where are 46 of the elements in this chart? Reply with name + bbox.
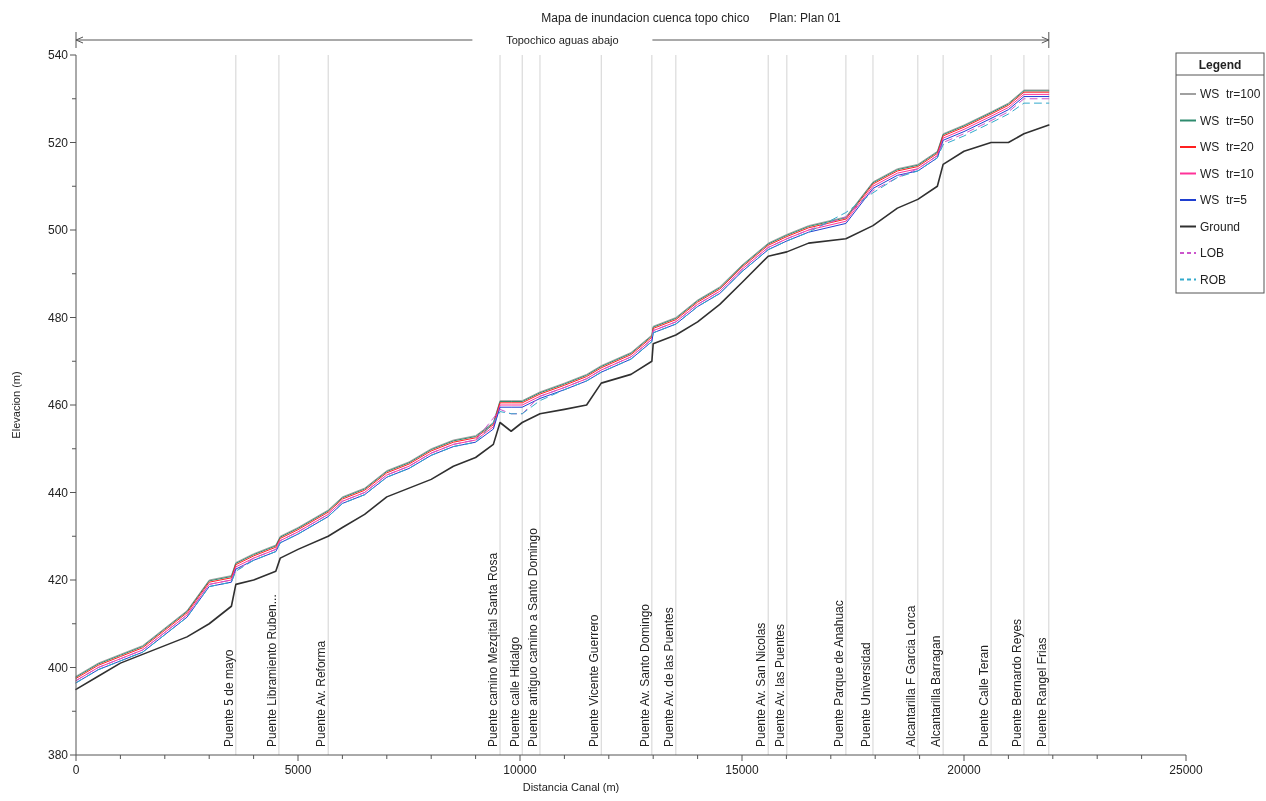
- x-tick-label: 25000: [1169, 763, 1204, 777]
- x-tick-label: 5000: [284, 763, 312, 777]
- x-tick-label: 20000: [947, 763, 982, 777]
- ref-line-label: Puente Av. Reforma: [314, 640, 329, 747]
- legend-label: WS tr=5: [1200, 193, 1248, 207]
- legend-label: WS tr=20: [1200, 140, 1255, 154]
- ref-line-label: Alcantarilla Barragan: [929, 635, 944, 747]
- legend-label: Ground: [1200, 219, 1241, 234]
- legend-label: LOB: [1200, 246, 1225, 260]
- x-tick-label: 10000: [503, 763, 538, 777]
- y-tick-label: 440: [47, 485, 69, 500]
- ref-line-label: Puente antiguo camino a Santo Domingo: [525, 527, 540, 747]
- ref-line-label: Puente camino Mezqital Santa Rosa: [486, 552, 501, 747]
- ref-line-label: Puente Av. San Nicolas: [754, 622, 769, 747]
- x-tick-label: 0: [72, 763, 80, 777]
- y-tick-label: 460: [47, 398, 69, 412]
- ref-line-label: Alcantarilla F Garcia Lorca: [903, 605, 918, 747]
- y-tick-label: 480: [47, 310, 69, 325]
- legend-title: Legend: [1198, 58, 1242, 72]
- ref-line-label: Puente Calle Teran: [977, 645, 992, 747]
- legend-label: WS tr=10: [1200, 166, 1255, 181]
- ref-line-label: Puente Av. las Puentes: [772, 624, 787, 747]
- ref-line-label: Puente Av. Santo Domingo: [637, 603, 652, 747]
- x-axis-title: Distancia Canal (m): [522, 781, 620, 793]
- legend-label: ROB: [1200, 272, 1227, 287]
- legend-label: WS tr=100: [1200, 87, 1261, 101]
- ref-line-label: Puente calle Hidalgo: [508, 636, 523, 747]
- ref-line-label: Puente Libramiento Ruben...: [264, 594, 279, 747]
- y-tick-label: 380: [47, 748, 69, 762]
- y-tick-label: 520: [47, 135, 69, 150]
- ref-line-label: Puente 5 de mayo: [221, 649, 236, 747]
- ref-line-label: Puente Rangel Frias: [1034, 637, 1049, 747]
- y-axis-title: Elevacion (m): [10, 371, 22, 439]
- ref-line-label: Puente Parque de Anahuac: [831, 600, 846, 747]
- y-tick-label: 400: [47, 660, 69, 675]
- chart-title: Mapa de inundacion cuenca topo chico Plan: Plan 01: [541, 11, 842, 25]
- ref-line-label: Puente Bernardo Reyes: [1009, 618, 1024, 747]
- ref-line-label: Puente Vicente Guerrero: [587, 614, 602, 747]
- legend-label: WS tr=50: [1200, 113, 1255, 128]
- y-tick-label: 420: [47, 573, 69, 587]
- text: Topochico aguas abajo: [506, 34, 619, 46]
- ref-line-label: Puente Universidad: [858, 642, 873, 747]
- ref-line-label: Puente Av. de las Puentes: [661, 607, 676, 747]
- x-tick-label: 15000: [725, 763, 760, 777]
- y-tick-label: 500: [47, 223, 69, 237]
- y-tick-label: 540: [47, 48, 69, 62]
